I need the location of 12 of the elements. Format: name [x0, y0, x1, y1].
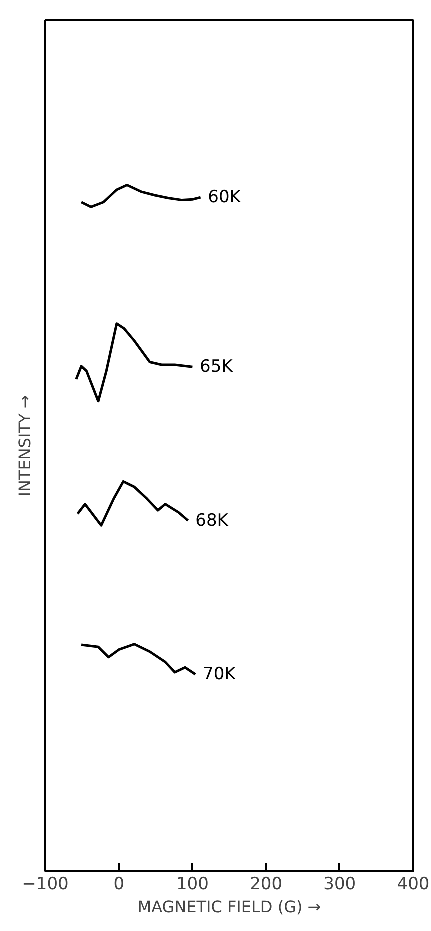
x-tick-label: 300: [324, 874, 356, 894]
series-label: 70K: [203, 664, 237, 685]
series-label: 65K: [200, 357, 234, 378]
y-axis-title: INTENSITY →: [16, 395, 34, 497]
x-tick-label: 100: [176, 874, 209, 894]
series-label: 68K: [196, 510, 230, 531]
x-tick-label: 400: [397, 874, 430, 894]
x-tick-label: −100: [22, 874, 69, 894]
x-axis-title: MAGNETIC FIELD (G) →: [138, 898, 322, 916]
x-tick-label: 0: [114, 874, 125, 894]
series-label: 60K: [208, 188, 242, 208]
x-tick-label: 200: [250, 874, 283, 894]
